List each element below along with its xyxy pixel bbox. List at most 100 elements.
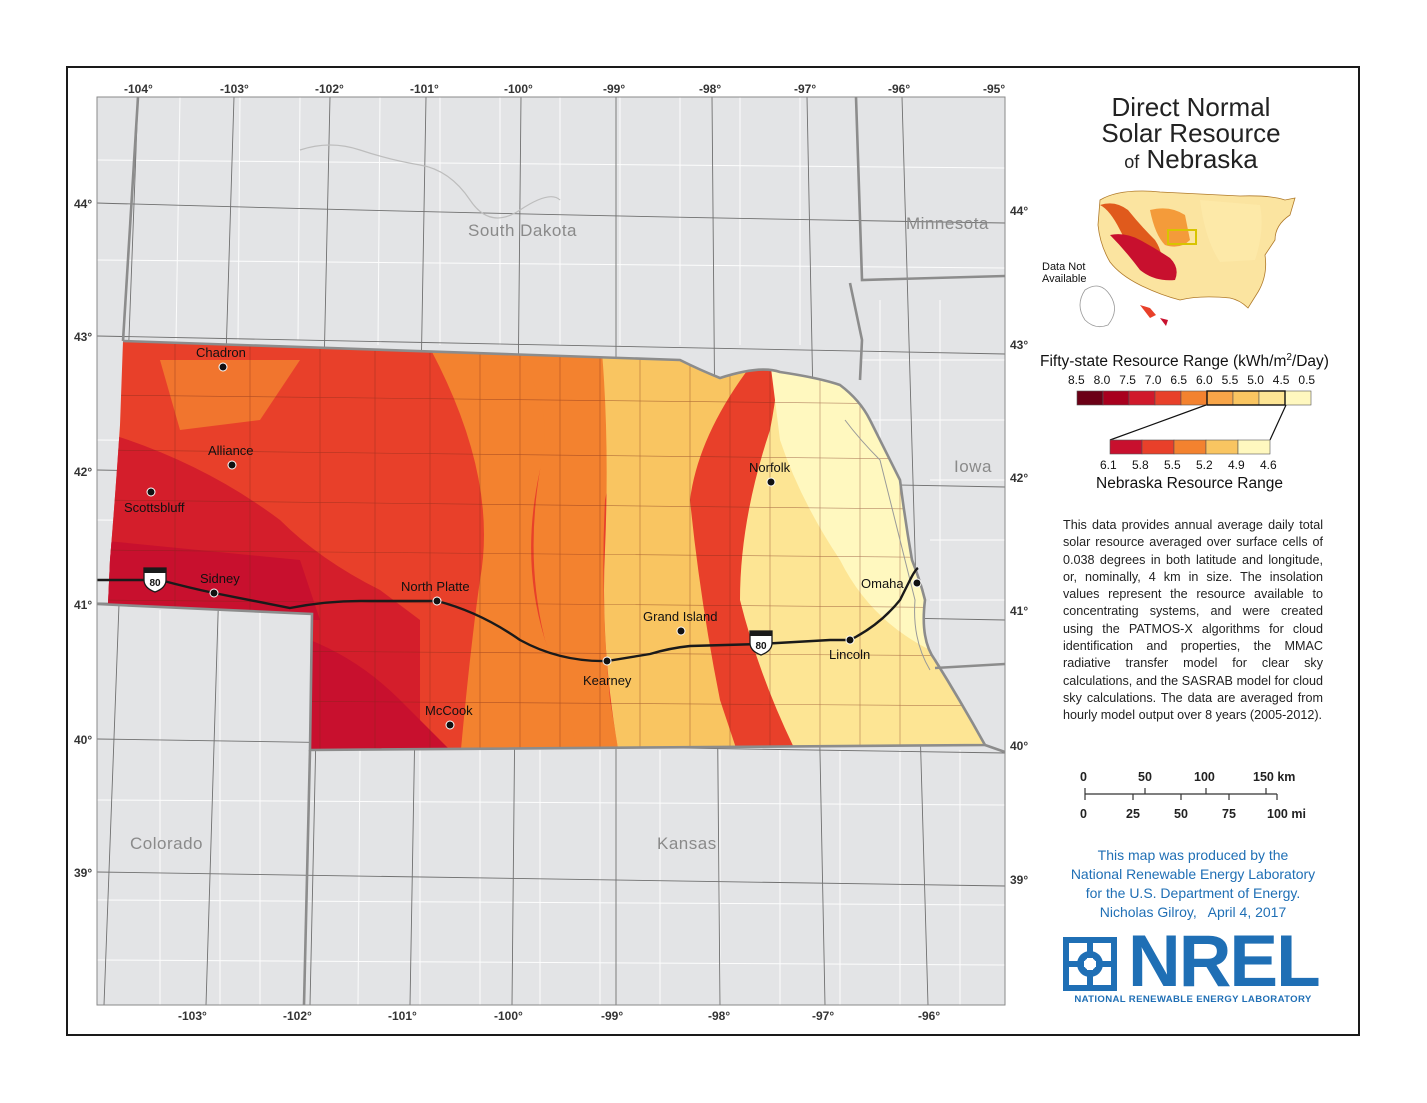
city-label: McCook [425,703,473,718]
city-dot-lincoln [845,635,855,645]
lon-label: -103° [178,1009,207,1023]
ne-legend-swatch-0 [1109,439,1143,455]
right-latitude-labels: 44° 43° 42° 41° 40° 39° [1010,204,1028,887]
state-label-kansas: Kansas [657,834,717,853]
ne-legend-tick-0: 6.1 [1100,458,1117,472]
lat-label: 44° [1010,204,1028,218]
lat-label: 42° [1010,471,1028,485]
fifty-legend-tick-4: 6.5 [1170,373,1187,387]
state-label-south-dakota: South Dakota [468,221,577,240]
missouri-river [844,419,931,671]
city-dot-scottsbluff [146,487,156,497]
lat-label: 40° [1010,739,1028,753]
interstate-shield-west-label: 80 [149,578,161,589]
ne-legend-tick-2: 5.5 [1164,458,1181,472]
top-longitude-labels: -104° -103° -102° -101° -100° -99° -98° … [124,82,1005,96]
lon-label: -100° [504,82,533,96]
map-credit: This map was produced by the National Re… [1048,846,1338,922]
data-description: This data provides annual average daily … [1063,518,1323,723]
state-borders [97,97,1005,1005]
scale-km-label: 100 [1194,770,1215,784]
lon-label: -99° [603,82,625,96]
fifty-legend-tick-6: 5.5 [1222,373,1239,387]
nrel-logo-icon [1063,937,1117,991]
ne-legend-tick-5: 4.6 [1260,458,1277,472]
fifty-legend-tick-8: 4.5 [1273,373,1290,387]
scale-km-label: 150 km [1253,770,1295,784]
city-label: North Platte [401,579,470,594]
bottom-longitude-labels: -103° -102° -101° -100° -99° -98° -97° -… [178,1009,940,1023]
fifty-legend-swatch-3 [1154,390,1182,406]
city-dot-grand-island [676,626,686,636]
scale-mi-label: 75 [1222,807,1236,821]
fifty-legend-swatch-0 [1076,390,1104,406]
city-dots [146,362,922,730]
river [299,144,561,219]
city-dot-chadron [218,362,228,372]
nebraska-legend-title: Nebraska Resource Range [1096,475,1283,492]
fifty-legend-swatch-1 [1102,390,1130,406]
fifty-legend-swatch-2 [1128,390,1156,406]
left-latitude-labels: 44° 43° 42° 41° 40° 39° [74,197,92,880]
ne-legend-swatch-1 [1141,439,1175,455]
city-dot-alliance [227,460,237,470]
fifty-legend-tick-5: 6.0 [1196,373,1213,387]
ne-legend-tick-4: 4.9 [1228,458,1245,472]
scale-mi-label: 0 [1080,807,1087,821]
fifty-legend-tick-7: 5.0 [1247,373,1264,387]
lon-label: -98° [699,82,721,96]
nrel-logo-wordmark: NREL [1128,921,1321,1002]
city-label: Alliance [208,443,254,458]
title-line-1: Direct Normal [1111,92,1271,122]
lon-label: -103° [220,82,249,96]
legend-connector [1109,404,1287,441]
nrel-logo-subtitle: NATIONAL RENEWABLE ENERGY LABORATORY [1074,994,1312,1005]
lat-label: 42° [74,465,92,479]
inset-data-not-available-label: Data Not Available [1042,261,1088,285]
lat-label: 41° [74,598,92,612]
interstate-shield-east-label: 80 [755,641,767,652]
nebraska-county-lines [108,341,985,750]
fifty-state-legend-ticks: 8.5 8.0 7.5 7.0 6.5 6.0 5.5 5.0 4.5 0.5 [1068,373,1315,387]
city-dot-kearney [602,656,612,666]
fifty-legend-tick-3: 7.0 [1145,373,1162,387]
lat-label: 39° [1010,873,1028,887]
city-dot-norfolk [766,477,776,487]
scale-mi-label: 100 mi [1267,807,1306,821]
lon-label: -102° [283,1009,312,1023]
lon-label: -95° [983,82,1005,96]
lat-label: 43° [1010,338,1028,352]
state-label-minnesota: Minnesota [906,214,989,233]
lon-label: -96° [888,82,910,96]
fifty-state-legend-title: Fifty-state Resource Range (kWh/m2/Day) [1040,352,1329,370]
fifty-legend-tick-0: 8.5 [1068,373,1085,387]
ne-legend-tick-3: 5.2 [1196,458,1213,472]
title-line-3: of Nebraska [1124,144,1258,174]
scale-mi-label: 50 [1174,807,1188,821]
lat-label: 43° [74,330,92,344]
city-label: Lincoln [829,647,870,662]
scale-km-label: 50 [1138,770,1152,784]
fifty-state-legend-bar [1076,390,1312,406]
ne-legend-tick-1: 5.8 [1132,458,1149,472]
fifty-legend-tick-2: 7.5 [1119,373,1136,387]
nebraska-legend-ticks: 6.1 5.8 5.5 5.2 4.9 4.6 [1100,458,1277,472]
city-label: Kearney [583,673,632,688]
fifty-legend-swatch-7 [1258,390,1286,406]
credit-line-2: National Renewable Energy Laboratory [1070,866,1316,882]
state-label-colorado: Colorado [130,834,203,853]
interstate-shield-east: 80 [749,630,773,656]
map-title: Direct Normal Solar Resource of Nebraska [1060,94,1322,175]
scale-mi-label: 25 [1126,807,1140,821]
city-label: Omaha [861,576,904,591]
city-label: Chadron [196,345,246,360]
city-dot-sidney [209,588,219,598]
ne-legend-swatch-2 [1173,439,1207,455]
lon-label: -104° [124,82,153,96]
credit-line-1: This map was produced by the [1097,847,1289,863]
credit-line-4: Nicholas Gilroy, April 4, 2017 [1099,904,1287,920]
us-inset-map [1079,190,1296,328]
ne-legend-swatch-4 [1237,439,1271,455]
fifty-legend-nebraska-range-box [1206,390,1286,406]
lat-label: 40° [74,733,92,747]
